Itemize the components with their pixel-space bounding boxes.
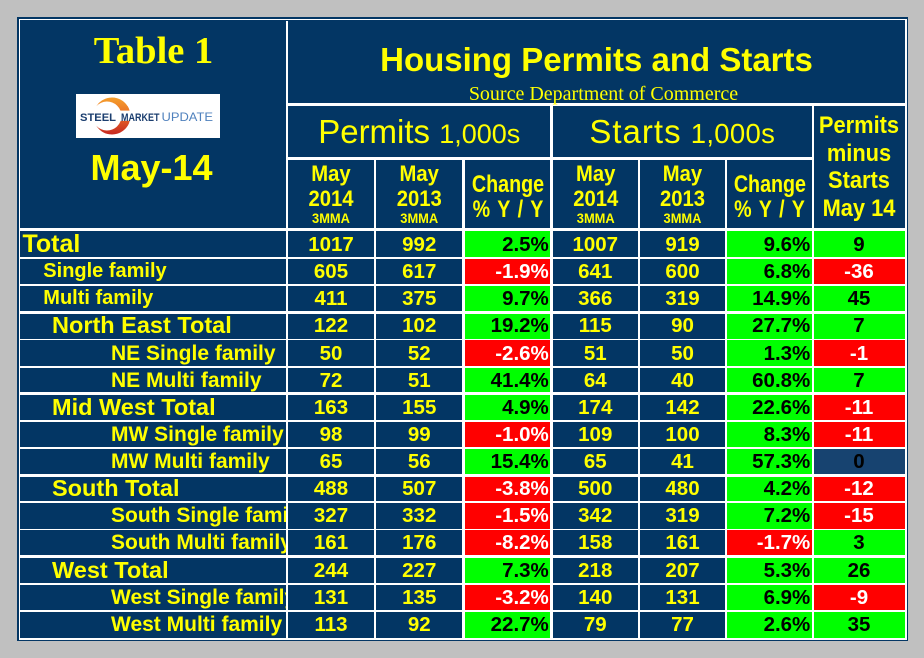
- svg-text:MARKET: MARKET: [121, 112, 160, 124]
- svg-text:STEEL: STEEL: [80, 112, 116, 124]
- svg-text:UPDATE: UPDATE: [162, 112, 214, 124]
